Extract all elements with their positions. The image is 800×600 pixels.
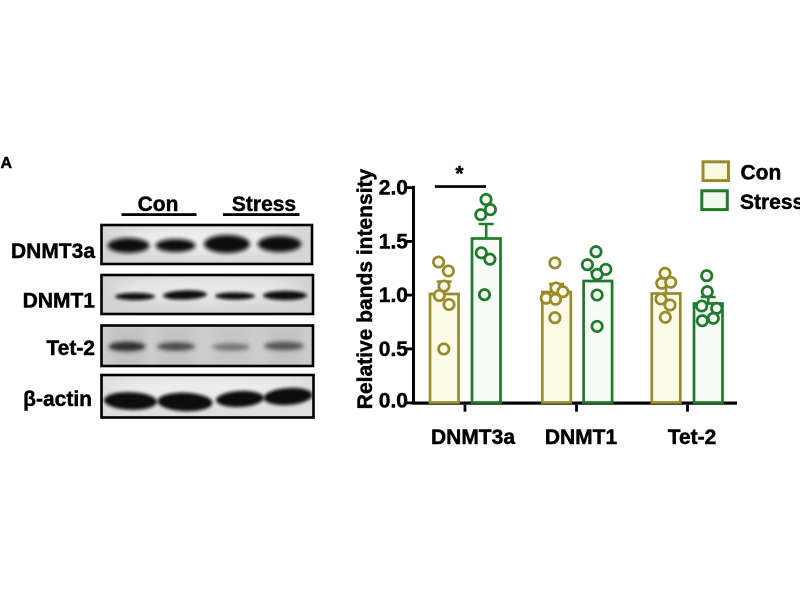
svg-text:Con: Con (741, 162, 782, 185)
svg-text:Stress: Stress (740, 191, 800, 214)
svg-text:0.0: 0.0 (379, 390, 408, 413)
svg-text:Stress: Stress (232, 193, 296, 216)
svg-text:DNMT1: DNMT1 (23, 290, 96, 313)
svg-text:DNMT3a: DNMT3a (11, 240, 95, 263)
svg-text:Relative bands intensity: Relative bands intensity (354, 168, 377, 409)
svg-text:Con: Con (138, 193, 179, 216)
svg-text:Tet-2: Tet-2 (668, 426, 717, 449)
svg-text:2.0: 2.0 (379, 177, 408, 200)
svg-text:1.0: 1.0 (379, 284, 408, 307)
svg-text:β-actin: β-actin (23, 388, 92, 411)
svg-text:DNMT3a: DNMT3a (431, 426, 515, 449)
svg-text:0.5: 0.5 (379, 338, 409, 361)
svg-text:DNMT1: DNMT1 (545, 426, 618, 449)
svg-text:*: * (455, 163, 464, 186)
svg-text:Tet-2: Tet-2 (46, 337, 95, 360)
svg-text:A: A (1, 155, 13, 172)
svg-text:1.5: 1.5 (379, 230, 409, 253)
